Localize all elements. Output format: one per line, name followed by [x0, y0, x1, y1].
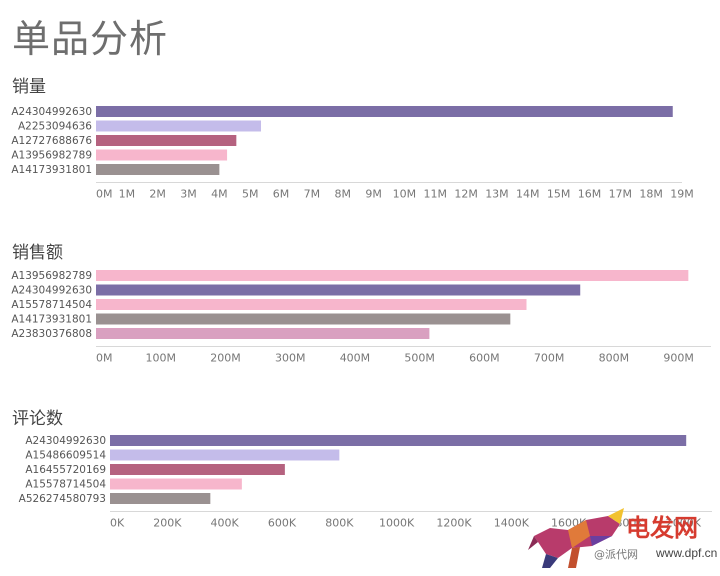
x-tick-label: 8M	[334, 188, 351, 201]
x-tick-label: 200M	[210, 352, 241, 365]
x-tick-label: 6M	[273, 188, 290, 201]
bar[interactable]	[96, 313, 511, 325]
page-title: 单品分析	[12, 17, 169, 61]
x-tick-label: 18M	[639, 188, 663, 201]
x-tick-label: 4M	[211, 188, 228, 201]
chart-title: 销售额	[12, 243, 63, 263]
x-tick-label: 11M	[424, 188, 448, 201]
x-tick-label: 800M	[599, 352, 630, 365]
sales-volume-plot: A24304992630 A2253094636 A12727688676 A1395…	[11, 106, 694, 201]
category-label: A14173931801	[11, 164, 92, 176]
x-tick-label: 12M	[454, 188, 478, 201]
x-tick-label: 400M	[340, 352, 371, 365]
x-tick-label: 10M	[393, 188, 417, 201]
x-tick-label: 16M	[578, 188, 602, 201]
watermark-url: www.dpf.cn	[656, 546, 718, 560]
bar[interactable]	[110, 435, 687, 446]
x-tick-label: 5M	[242, 188, 259, 201]
x-tick-label: 0M	[96, 188, 113, 201]
site-watermark: 电发网 @派代网 www.dpf.cn	[528, 506, 718, 572]
x-tick-label: 1200K	[436, 517, 472, 530]
x-tick-label: 1400K	[494, 517, 530, 530]
category-label: A24304992630	[25, 435, 106, 447]
watermark-sub: @派代网	[594, 548, 638, 561]
x-tick-label: 7M	[304, 188, 321, 201]
x-tick-label: 100M	[145, 352, 176, 365]
bull-logo-icon	[528, 508, 624, 568]
x-tick-label: 600M	[469, 352, 500, 365]
x-tick-label: 2M	[149, 188, 166, 201]
x-tick-label: 1000K	[379, 517, 415, 530]
x-tick-label: 300M	[275, 352, 306, 365]
category-label: A13956982789	[11, 270, 92, 282]
x-tick-label: 400K	[211, 517, 240, 530]
x-tick-label: 700M	[534, 352, 565, 365]
bar[interactable]	[96, 164, 220, 175]
category-label: A12727688676	[11, 135, 92, 147]
bar[interactable]	[110, 493, 211, 504]
bar[interactable]	[96, 120, 262, 132]
category-label: A526274580793	[19, 493, 106, 505]
category-label: A14173931801	[11, 314, 92, 326]
bar[interactable]	[110, 478, 242, 490]
category-label: A16455720169	[25, 464, 106, 476]
x-tick-label: 200K	[153, 517, 182, 530]
bar[interactable]	[96, 284, 581, 296]
category-label: A2253094636	[18, 121, 92, 133]
bar[interactable]	[96, 299, 527, 310]
bar[interactable]	[96, 135, 237, 146]
x-tick-label: 600K	[268, 517, 297, 530]
x-tick-label: 17M	[609, 188, 633, 201]
review-count-plot: A24304992630 A15486609514 A16455720169 A155…	[19, 435, 712, 530]
bar[interactable]	[96, 270, 689, 281]
x-tick-label: 0K	[110, 517, 125, 530]
category-label: A15578714504	[11, 299, 92, 311]
category-label: A23830376808	[11, 328, 92, 340]
category-label: A15578714504	[25, 479, 106, 491]
chart-title: 销量	[12, 77, 46, 97]
category-label: A13956982789	[11, 150, 92, 162]
sales-revenue-plot: A13956982789 A24304992630 A15578714504 A141…	[11, 270, 711, 365]
bar[interactable]	[110, 449, 340, 461]
x-tick-label: 13M	[485, 188, 509, 201]
x-tick-label: 1M	[119, 188, 136, 201]
x-tick-label: 15M	[547, 188, 571, 201]
x-tick-label: 2000K	[666, 517, 702, 530]
x-tick-label: 9M	[365, 188, 382, 201]
x-tick-label: 3M	[180, 188, 197, 201]
x-tick-label: 0M	[96, 352, 113, 365]
x-tick-label: 900M	[663, 352, 694, 365]
category-label: A24304992630	[11, 285, 92, 297]
category-label: A15486609514	[25, 450, 106, 462]
x-tick-label: 14M	[516, 188, 540, 201]
category-label: A24304992630	[11, 106, 92, 118]
watermark-brand: 电发网	[626, 514, 698, 542]
x-tick-label: 500M	[404, 352, 435, 365]
bar[interactable]	[110, 464, 285, 475]
bar[interactable]	[96, 328, 430, 339]
x-tick-label: 800K	[325, 517, 354, 530]
chart-title: 评论数	[12, 409, 63, 429]
bar[interactable]	[96, 106, 673, 117]
bar[interactable]	[96, 149, 228, 161]
x-tick-label: 19M	[670, 188, 694, 201]
